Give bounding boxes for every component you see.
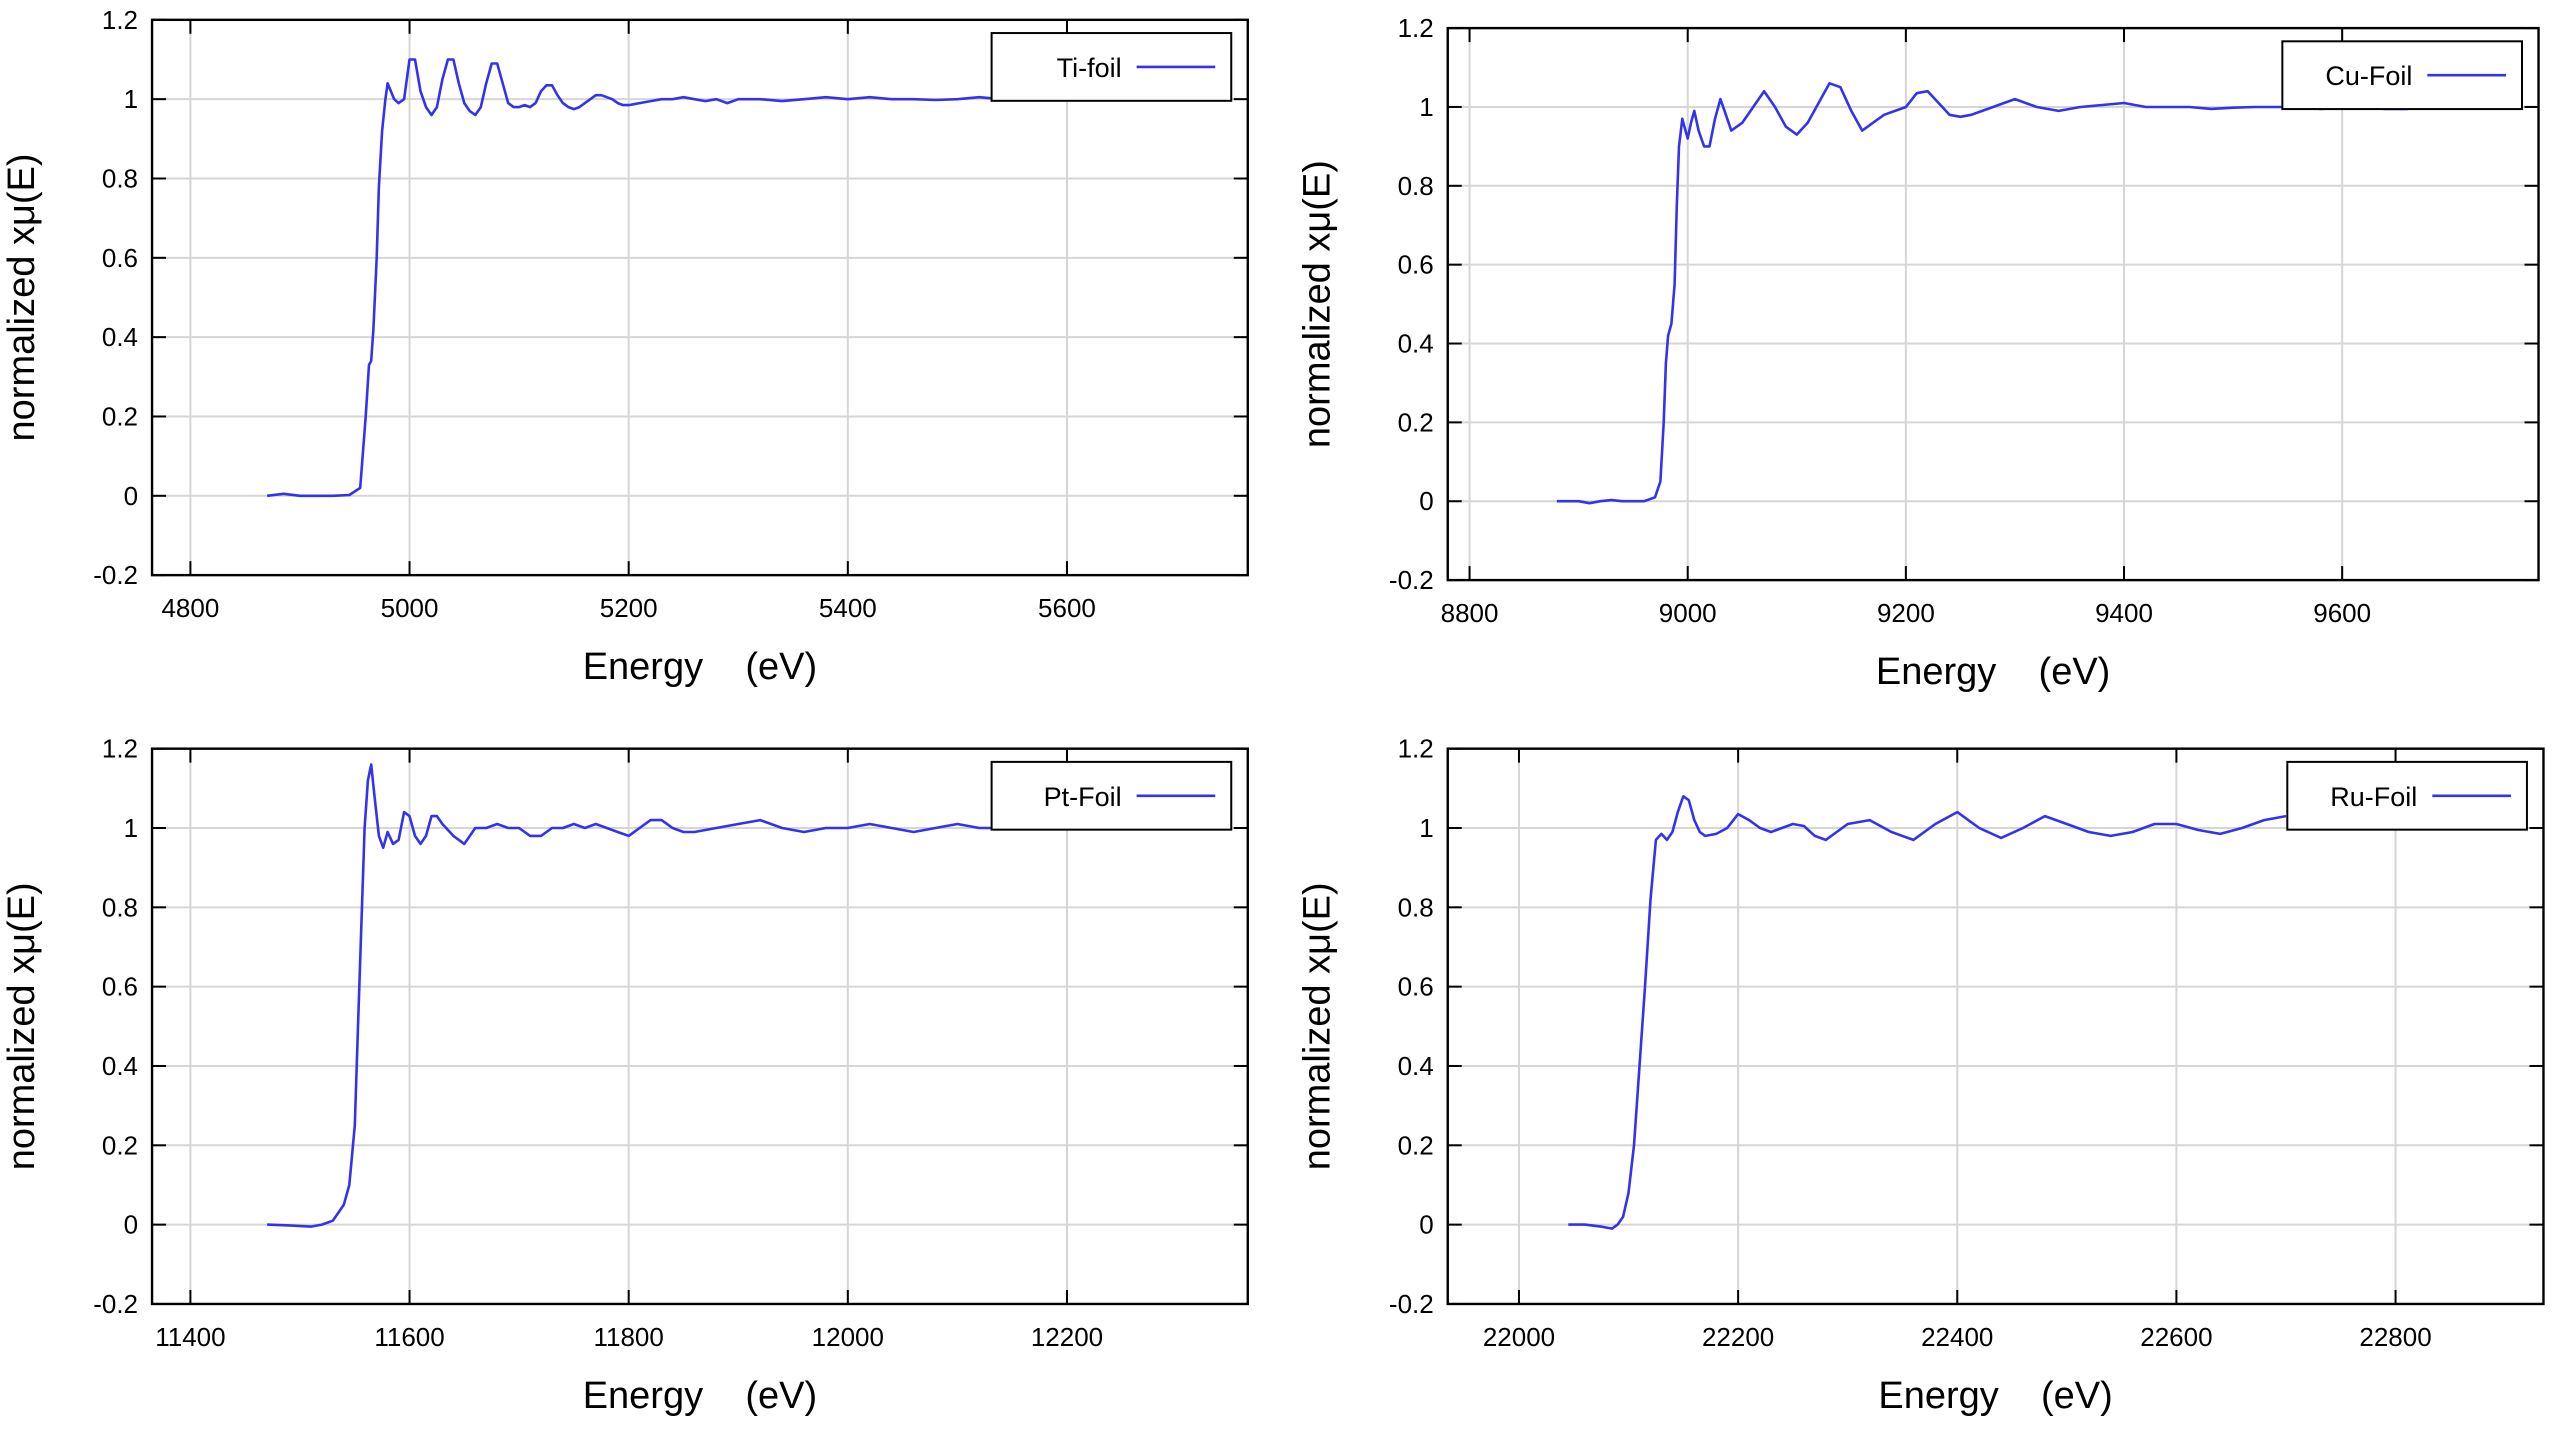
y-tick-label: -0.2 (1389, 565, 1434, 595)
x-axis-title: Energy (eV) (583, 1375, 817, 1417)
x-tick-label: 11600 (374, 1322, 444, 1352)
y-tick-label: 0.6 (102, 972, 138, 1002)
plot-area (1447, 28, 2539, 581)
legend-label: Ti-foil (1057, 53, 1122, 83)
y-tick-label: 0 (124, 1210, 138, 1240)
x-axis-title: Energy (eV) (1878, 1375, 2112, 1417)
x-tick-label: 9600 (2313, 598, 2371, 628)
panel-ru-foil: 22000 22200 22400 22600 22800 -0.2 0 0.2 0.4 0.6 0… (1297, 734, 2545, 1417)
y-tick-label: 0.8 (1398, 892, 1434, 922)
x-tick-label: 5000 (381, 593, 439, 623)
y-tick-label: 0.4 (1398, 1051, 1434, 1081)
y-tick-label: 0.2 (1398, 407, 1434, 437)
y-tick-label: 0.8 (102, 892, 138, 922)
panel-cu-foil: 8800 9000 9200 9400 9600 -0.2 0 0.2 0.4 0.6 0.8 1 1.… (1297, 13, 2540, 693)
series-line-ru-foil (1568, 795, 2287, 1230)
x-tick-label: 5200 (600, 593, 658, 623)
series-line-pt-foil (267, 763, 1122, 1228)
x-tick-label: 12200 (1031, 1322, 1103, 1352)
x-tick-label: 8800 (1441, 598, 1499, 628)
y-tick-label: 1 (124, 84, 138, 114)
y-tick-label: 1 (124, 813, 138, 843)
y-tick-label: 1.2 (1398, 734, 1434, 764)
series-line-cu-foil (1556, 82, 2408, 505)
plot-area (152, 748, 1248, 1304)
x-axis-title: Energy (eV) (583, 646, 817, 688)
x-tick-label: 22400 (1921, 1322, 1993, 1352)
x-tick-label: 22800 (2359, 1322, 2431, 1352)
plot-frame (1446, 26, 2540, 582)
y-tick-label: 0 (1419, 1210, 1433, 1240)
x-tick-label: 9200 (1877, 598, 1935, 628)
x-tick-label: 22000 (1483, 1322, 1555, 1352)
y-tick-label: 0 (124, 481, 138, 511)
x-tick-label: 22200 (1702, 1322, 1774, 1352)
y-tick-label: 0.2 (102, 1130, 138, 1160)
y-tick-label: 1.2 (102, 734, 138, 764)
y-tick-label: 0 (1419, 486, 1433, 516)
plot-area (152, 19, 1248, 576)
panel-pt-foil: 11400 11600 11800 12000 12200 -0.2 0 0.2 0.4 0.6 0… (1, 734, 1249, 1417)
y-tick-label: -0.2 (93, 1289, 138, 1319)
x-tick-label: 11800 (593, 1322, 663, 1352)
plot-frame (150, 747, 1249, 1306)
x-tick-label: 4800 (161, 593, 219, 623)
x-tick-label: 22600 (2140, 1322, 2212, 1352)
y-tick-label: 0.4 (102, 1051, 138, 1081)
y-tick-label: 0.2 (1398, 1130, 1434, 1160)
y-tick-label: 1.2 (102, 5, 138, 35)
y-tick-label: -0.2 (93, 560, 138, 590)
x-tick-label: 12000 (812, 1322, 884, 1352)
x-tick-label: 5400 (819, 593, 877, 623)
y-tick-label: 0.4 (102, 322, 138, 352)
y-tick-label: 0.6 (102, 243, 138, 273)
y-axis-title: normalized xμ(E) (1, 153, 43, 441)
y-tick-label: 1 (1419, 813, 1433, 843)
x-tick-label: 9000 (1659, 598, 1717, 628)
y-axis-title: normalized xμ(E) (1297, 160, 1339, 448)
y-tick-label: 0.8 (1398, 171, 1434, 201)
y-tick-label: 0.2 (102, 401, 138, 431)
x-axis-title: Energy (eV) (1876, 651, 2110, 693)
y-axis-title: normalized xμ(E) (1297, 882, 1339, 1170)
y-tick-label: 0.6 (1398, 250, 1434, 280)
y-tick-label: 0.8 (102, 163, 138, 193)
y-axis-title: normalized xμ(E) (1, 882, 43, 1170)
y-tick-label: -0.2 (1389, 1289, 1434, 1319)
y-tick-label: 1.2 (1398, 13, 1434, 43)
legend-label: Ru-Foil (2330, 782, 2417, 812)
x-tick-label: 11400 (155, 1322, 225, 1352)
legend-label: Cu-Foil (2325, 61, 2412, 91)
plot-frame (150, 18, 1249, 577)
plot-area (1447, 748, 2544, 1304)
x-tick-label: 5600 (1038, 593, 1096, 623)
panel-ti-foil: 4800 5000 5200 5400 5600 -0.2 0 0.2 0.4 0.6 0.8 1 1.… (1, 5, 1249, 688)
y-tick-label: 0.6 (1398, 972, 1434, 1002)
plot-frame (1446, 747, 2545, 1306)
series-line-ti-foil (266, 58, 1024, 498)
x-tick-label: 9400 (2095, 598, 2153, 628)
y-tick-label: 1 (1419, 92, 1433, 122)
legend-label: Pt-Foil (1044, 782, 1122, 812)
y-tick-label: 0.4 (1398, 329, 1434, 359)
